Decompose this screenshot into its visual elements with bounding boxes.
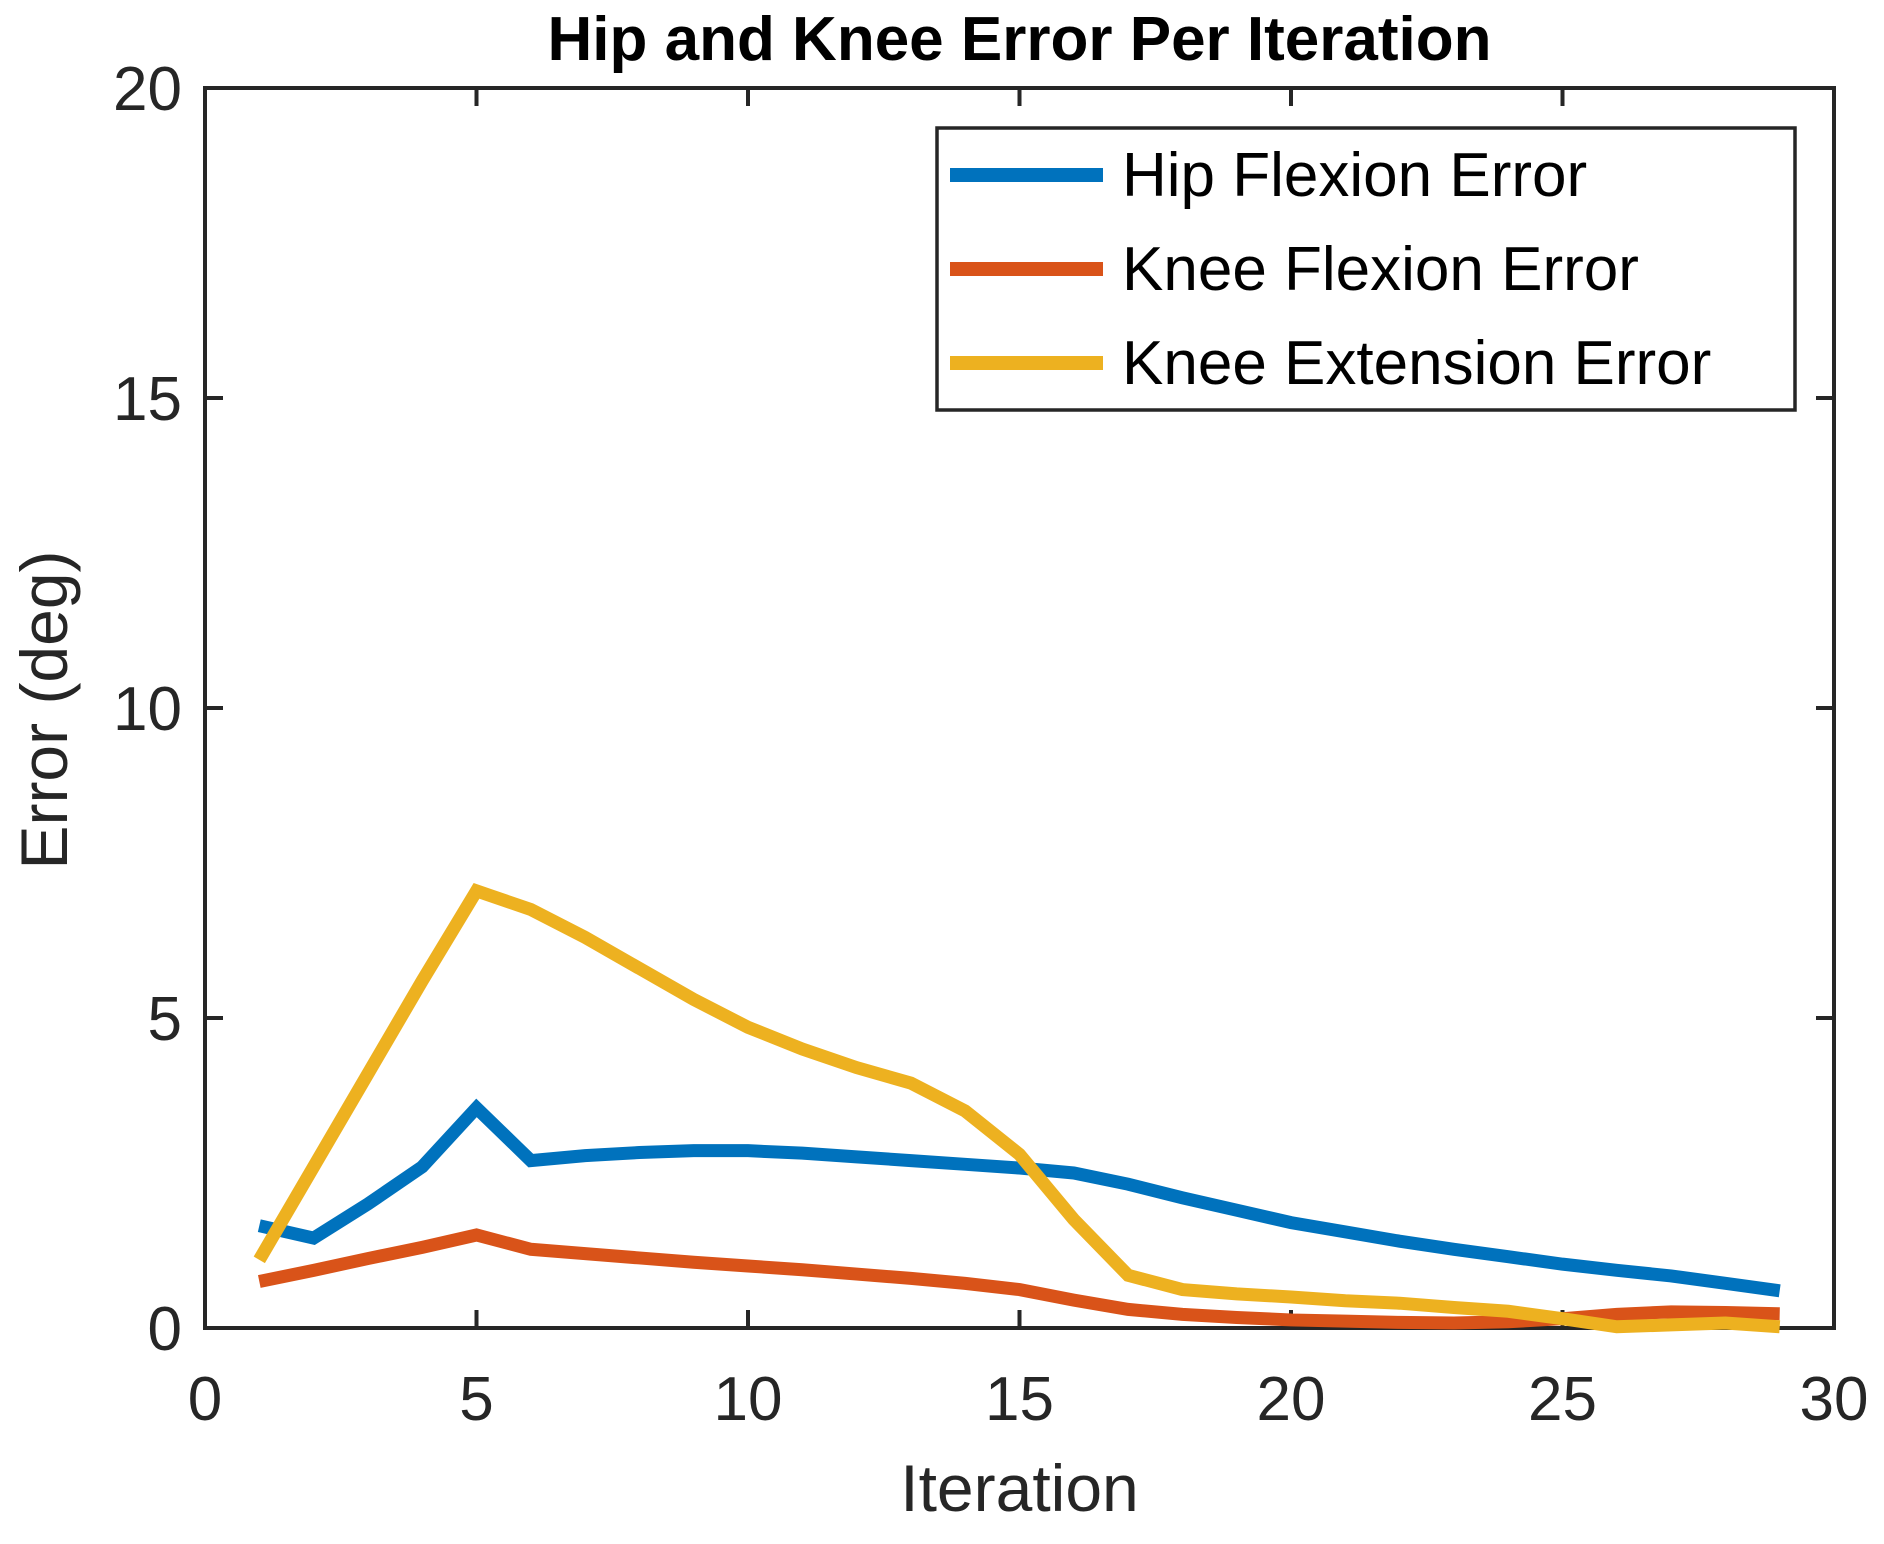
x-tick-label: 15 bbox=[985, 1365, 1054, 1434]
y-axis-label: Error (deg) bbox=[7, 550, 81, 870]
y-tick-label: 5 bbox=[148, 985, 182, 1054]
series-line-knee-flexion-error bbox=[257, 1228, 1780, 1330]
x-axis-label: Iteration bbox=[900, 1451, 1139, 1525]
x-tick-label: 0 bbox=[188, 1365, 222, 1434]
series-line-hip-flexion-error bbox=[257, 1098, 1781, 1298]
x-tick-label: 5 bbox=[459, 1365, 493, 1434]
y-tick-label: 0 bbox=[148, 1295, 182, 1364]
legend-label-hip-flexion-error: Hip Flexion Error bbox=[1122, 141, 1587, 210]
legend-label-knee-extension-error: Knee Extension Error bbox=[1122, 329, 1711, 398]
x-tick-label: 30 bbox=[1800, 1365, 1869, 1434]
series-line-knee-extension-error bbox=[253, 883, 1781, 1334]
y-tick-label: 10 bbox=[113, 675, 182, 744]
legend-label-knee-flexion-error: Knee Flexion Error bbox=[1122, 235, 1639, 304]
x-tick-label: 25 bbox=[1528, 1365, 1597, 1434]
x-tick-label: 10 bbox=[714, 1365, 783, 1434]
x-tick-label: 20 bbox=[1257, 1365, 1326, 1434]
chart-title: Hip and Knee Error Per Iteration bbox=[547, 5, 1492, 74]
y-tick-label: 15 bbox=[113, 365, 182, 434]
y-tick-label: 20 bbox=[113, 55, 182, 124]
